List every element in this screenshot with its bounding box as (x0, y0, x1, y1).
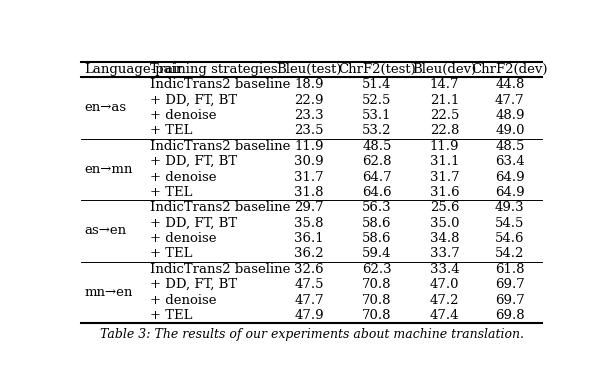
Text: 36.1: 36.1 (294, 232, 324, 245)
Text: 47.7: 47.7 (294, 294, 324, 307)
Text: 64.6: 64.6 (362, 186, 392, 199)
Text: 47.2: 47.2 (430, 294, 460, 307)
Text: 44.8: 44.8 (495, 78, 525, 91)
Text: 47.9: 47.9 (294, 309, 324, 322)
Text: Language-pair: Language-pair (85, 63, 182, 76)
Text: 32.6: 32.6 (294, 263, 324, 276)
Text: 33.7: 33.7 (430, 247, 460, 261)
Text: as→en: as→en (85, 224, 126, 238)
Text: 58.6: 58.6 (362, 217, 392, 230)
Text: + DD, FT, BT: + DD, FT, BT (150, 155, 237, 168)
Text: 54.5: 54.5 (495, 217, 525, 230)
Text: 69.7: 69.7 (495, 294, 525, 307)
Text: 69.8: 69.8 (495, 309, 525, 322)
Text: 59.4: 59.4 (362, 247, 392, 261)
Text: + DD, FT, BT: + DD, FT, BT (150, 217, 237, 230)
Text: 35.8: 35.8 (294, 217, 324, 230)
Text: 53.1: 53.1 (362, 109, 392, 122)
Text: 62.8: 62.8 (362, 155, 392, 168)
Text: Training strategies: Training strategies (150, 63, 277, 76)
Text: IndicTrans2 baseline: IndicTrans2 baseline (150, 78, 290, 91)
Text: 70.8: 70.8 (362, 309, 392, 322)
Text: 31.1: 31.1 (430, 155, 460, 168)
Text: + DD, FT, BT: + DD, FT, BT (150, 278, 237, 291)
Text: IndicTrans2 baseline: IndicTrans2 baseline (150, 140, 290, 153)
Text: 21.1: 21.1 (430, 94, 459, 107)
Text: 56.3: 56.3 (362, 201, 392, 215)
Text: 70.8: 70.8 (362, 294, 392, 307)
Text: + denoise: + denoise (150, 170, 216, 184)
Text: + TEL: + TEL (150, 124, 192, 137)
Text: 47.4: 47.4 (430, 309, 460, 322)
Text: mn→en: mn→en (85, 286, 133, 299)
Text: 22.9: 22.9 (294, 94, 324, 107)
Text: Bleu(test): Bleu(test) (277, 63, 342, 76)
Text: 51.4: 51.4 (362, 78, 392, 91)
Text: 69.7: 69.7 (495, 278, 525, 291)
Text: 48.9: 48.9 (495, 109, 525, 122)
Text: 53.2: 53.2 (362, 124, 392, 137)
Text: 31.7: 31.7 (294, 170, 324, 184)
Text: 54.2: 54.2 (495, 247, 525, 261)
Text: + denoise: + denoise (150, 232, 216, 245)
Text: + denoise: + denoise (150, 294, 216, 307)
Text: en→mn: en→mn (85, 163, 133, 176)
Text: 11.9: 11.9 (294, 140, 324, 153)
Text: 70.8: 70.8 (362, 278, 392, 291)
Text: 30.9: 30.9 (294, 155, 324, 168)
Text: 29.7: 29.7 (294, 201, 324, 215)
Text: ChrF2(dev): ChrF2(dev) (472, 63, 548, 76)
Text: 11.9: 11.9 (430, 140, 460, 153)
Text: 61.8: 61.8 (495, 263, 525, 276)
Text: + TEL: + TEL (150, 309, 192, 322)
Text: 63.4: 63.4 (495, 155, 525, 168)
Text: 23.5: 23.5 (294, 124, 324, 137)
Text: 47.0: 47.0 (430, 278, 460, 291)
Text: + denoise: + denoise (150, 109, 216, 122)
Text: 48.5: 48.5 (362, 140, 392, 153)
Text: ChrF2(test): ChrF2(test) (338, 63, 416, 76)
Text: + TEL: + TEL (150, 247, 192, 261)
Text: 64.9: 64.9 (495, 170, 525, 184)
Text: 33.4: 33.4 (430, 263, 460, 276)
Text: 48.5: 48.5 (495, 140, 525, 153)
Text: 54.6: 54.6 (495, 232, 525, 245)
Text: 18.9: 18.9 (294, 78, 324, 91)
Text: 31.6: 31.6 (430, 186, 460, 199)
Text: 47.5: 47.5 (294, 278, 324, 291)
Text: 34.8: 34.8 (430, 232, 460, 245)
Text: 31.8: 31.8 (294, 186, 324, 199)
Text: IndicTrans2 baseline: IndicTrans2 baseline (150, 263, 290, 276)
Text: 36.2: 36.2 (294, 247, 324, 261)
Text: 47.7: 47.7 (495, 94, 525, 107)
Text: 31.7: 31.7 (430, 170, 460, 184)
Text: 22.5: 22.5 (430, 109, 459, 122)
Text: 25.6: 25.6 (430, 201, 460, 215)
Text: IndicTrans2 baseline: IndicTrans2 baseline (150, 201, 290, 215)
Text: 58.6: 58.6 (362, 232, 392, 245)
Text: + DD, FT, BT: + DD, FT, BT (150, 94, 237, 107)
Text: 35.0: 35.0 (430, 217, 460, 230)
Text: 23.3: 23.3 (294, 109, 324, 122)
Text: Bleu(dev): Bleu(dev) (412, 63, 477, 76)
Text: 62.3: 62.3 (362, 263, 392, 276)
Text: 22.8: 22.8 (430, 124, 459, 137)
Text: + TEL: + TEL (150, 186, 192, 199)
Text: 49.0: 49.0 (495, 124, 525, 137)
Text: 49.3: 49.3 (495, 201, 525, 215)
Text: Table 3: The results of our experiments about machine translation.: Table 3: The results of our experiments … (100, 328, 523, 341)
Text: 64.7: 64.7 (362, 170, 392, 184)
Text: 52.5: 52.5 (362, 94, 392, 107)
Text: 14.7: 14.7 (430, 78, 460, 91)
Text: 64.9: 64.9 (495, 186, 525, 199)
Text: en→as: en→as (85, 101, 126, 114)
